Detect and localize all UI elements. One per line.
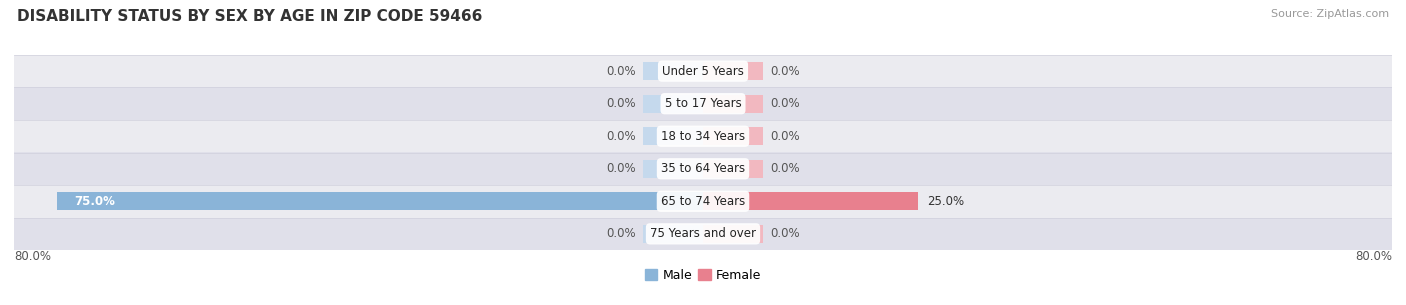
Bar [703, 225, 763, 243]
Text: 18 to 34 Years: 18 to 34 Years [661, 130, 745, 143]
Bar [14, 88, 1392, 120]
Text: 35 to 64 Years: 35 to 64 Years [661, 162, 745, 175]
Bar [703, 62, 763, 80]
Bar [643, 127, 703, 145]
Bar [14, 152, 1392, 185]
Text: 0.0%: 0.0% [606, 130, 636, 143]
Text: 0.0%: 0.0% [770, 130, 800, 143]
Text: 5 to 17 Years: 5 to 17 Years [665, 97, 741, 110]
Bar [643, 62, 703, 80]
Bar [58, 192, 703, 210]
Bar [14, 217, 1392, 250]
Bar [14, 120, 1392, 152]
Text: 80.0%: 80.0% [1355, 250, 1392, 263]
Text: 0.0%: 0.0% [770, 97, 800, 110]
Text: 0.0%: 0.0% [606, 97, 636, 110]
Text: 0.0%: 0.0% [770, 227, 800, 240]
Bar [58, 192, 703, 210]
Text: 75.0%: 75.0% [75, 195, 115, 208]
Text: Source: ZipAtlas.com: Source: ZipAtlas.com [1271, 9, 1389, 19]
Text: 25.0%: 25.0% [927, 195, 965, 208]
Text: Under 5 Years: Under 5 Years [662, 65, 744, 78]
Bar [703, 192, 918, 210]
Text: 0.0%: 0.0% [606, 162, 636, 175]
Bar [643, 95, 703, 113]
Bar [703, 192, 918, 210]
Bar [643, 160, 703, 178]
Bar [703, 160, 763, 178]
Bar [643, 225, 703, 243]
Text: 80.0%: 80.0% [14, 250, 51, 263]
Text: DISABILITY STATUS BY SEX BY AGE IN ZIP CODE 59466: DISABILITY STATUS BY SEX BY AGE IN ZIP C… [17, 9, 482, 24]
Text: 0.0%: 0.0% [606, 227, 636, 240]
Text: 0.0%: 0.0% [770, 65, 800, 78]
Text: 65 to 74 Years: 65 to 74 Years [661, 195, 745, 208]
Bar [14, 55, 1392, 88]
Bar [703, 127, 763, 145]
Legend: Male, Female: Male, Female [640, 264, 766, 287]
Text: 0.0%: 0.0% [606, 65, 636, 78]
Text: 75 Years and over: 75 Years and over [650, 227, 756, 240]
Bar [14, 185, 1392, 217]
Text: 0.0%: 0.0% [770, 162, 800, 175]
Bar [703, 95, 763, 113]
